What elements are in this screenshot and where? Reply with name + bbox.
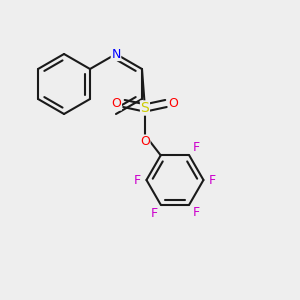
Text: O: O: [169, 97, 178, 110]
Text: O: O: [112, 97, 122, 110]
Text: O: O: [140, 135, 150, 148]
Text: F: F: [193, 141, 200, 154]
Text: F: F: [209, 173, 216, 187]
Text: F: F: [151, 207, 158, 220]
Text: F: F: [134, 173, 141, 187]
Text: N: N: [111, 47, 121, 61]
Text: S: S: [141, 101, 149, 115]
Text: F: F: [193, 206, 200, 219]
